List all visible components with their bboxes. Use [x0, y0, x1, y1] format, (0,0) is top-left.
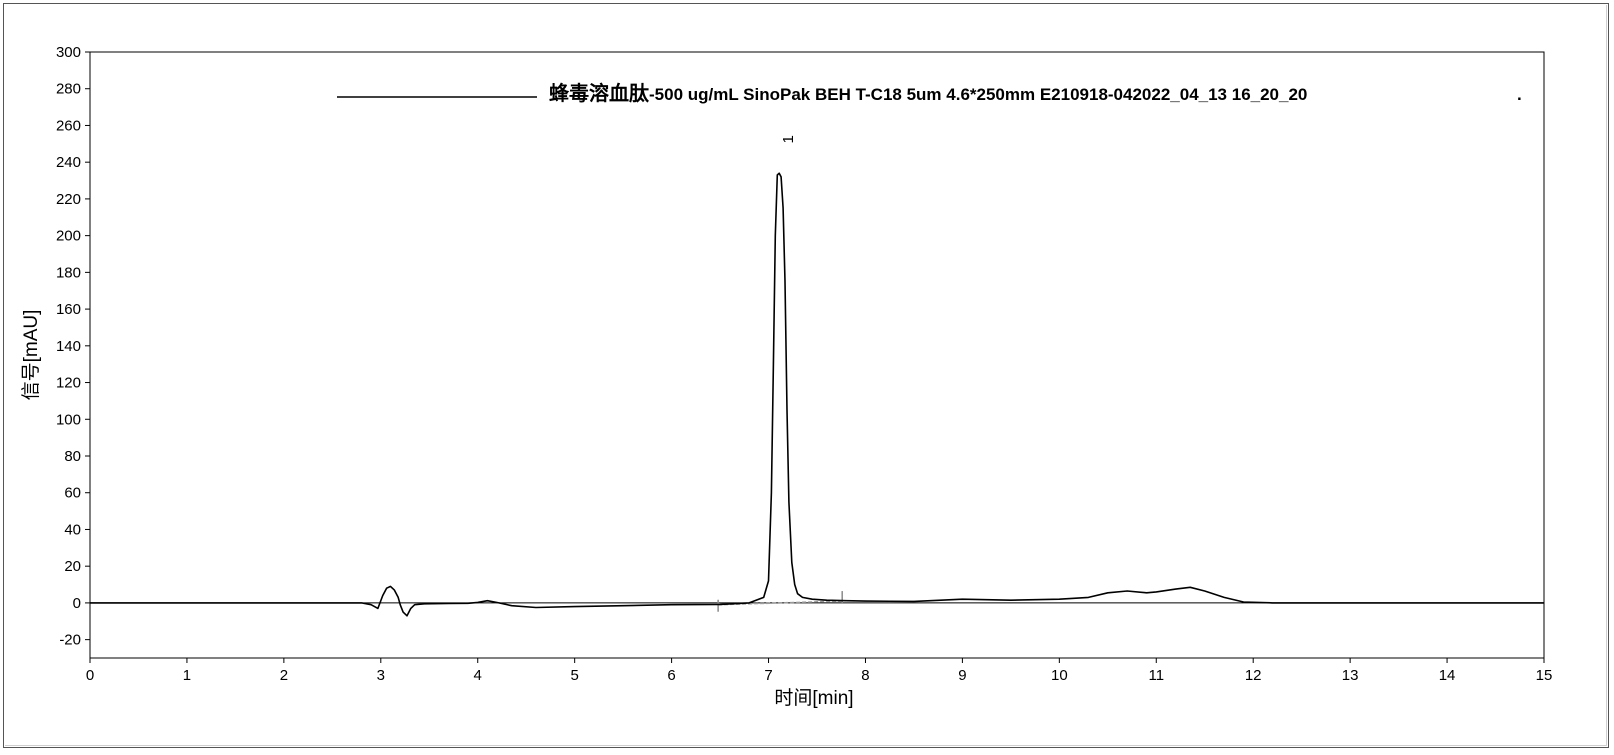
peak-labels: 1 — [780, 135, 797, 143]
y-tick-label: 120 — [56, 375, 81, 392]
x-axis-label: 时间[min] — [774, 687, 853, 709]
x-tick-label: 13 — [1342, 667, 1359, 684]
integration-baseline — [717, 591, 843, 612]
y-tick-label: -20 — [59, 632, 81, 649]
x-tick-label: 12 — [1245, 667, 1262, 684]
y-tick-label: 140 — [56, 338, 81, 355]
x-tick-label: 3 — [377, 667, 385, 684]
y-tick-label: 40 — [64, 521, 81, 538]
y-tick-label: 60 — [64, 485, 81, 502]
y-tick-label: 0 — [73, 595, 81, 612]
x-tick-label: 0 — [86, 667, 94, 684]
x-tick-label: 9 — [958, 667, 966, 684]
x-tick-label: 4 — [474, 667, 482, 684]
x-tick-label: 14 — [1439, 667, 1456, 684]
peak-label: 1 — [780, 135, 797, 143]
y-tick-label: 280 — [56, 81, 81, 98]
y-axis-label: 信号[mAU] — [20, 310, 42, 401]
x-tick-label: 10 — [1051, 667, 1068, 684]
x-tick-label: 15 — [1536, 667, 1553, 684]
chromatogram-chart: -200204060801001201401601802002202402602… — [20, 44, 1553, 709]
x-tick-label: 5 — [570, 667, 578, 684]
y-tick-label: 260 — [56, 117, 81, 134]
series-line — [90, 172, 1544, 617]
legend-entry: 蜂毒溶血肽-500 ug/mL SinoPak BEH T-C18 5um 4.… — [549, 81, 1307, 105]
x-axis-ticks: 0 1 2 3 4 5 6 7 8 9 10 11 12 13 14 15 — [86, 658, 1553, 684]
baseline-segment — [718, 600, 843, 606]
x-tick-label: 1 — [183, 667, 191, 684]
y-tick-label: 300 — [56, 44, 81, 61]
legend-title-rest: -500 ug/mL SinoPak BEH T-C18 5um 4.6*250… — [649, 85, 1307, 104]
y-tick-label: 220 — [56, 191, 81, 208]
x-tick-label: 2 — [280, 667, 288, 684]
y-tick-label: 100 — [56, 411, 81, 428]
y-tick-label: 80 — [64, 448, 81, 465]
x-tick-label: 7 — [764, 667, 772, 684]
y-tick-label: 240 — [56, 154, 81, 171]
x-tick-label: 8 — [861, 667, 869, 684]
legend-title-bold: 蜂毒溶血肽 — [549, 81, 650, 105]
plot-area — [89, 51, 1545, 659]
legend-trailing-mark: . — [1517, 85, 1522, 104]
y-tick-label: 200 — [56, 228, 81, 245]
x-tick-label: 6 — [667, 667, 675, 684]
x-tick-label: 11 — [1148, 667, 1164, 684]
y-axis-ticks: -20 0 20 40 60 80 100 120 140 160 180 200 220 240 260 2… — [56, 44, 90, 649]
y-tick-label: 20 — [64, 558, 81, 575]
chart-window: -20 0 20 40 60 80 100 120 140 160 180 200 220 240 260 2… — [3, 3, 1609, 748]
y-tick-label: 160 — [56, 301, 81, 318]
y-tick-label: 180 — [56, 264, 81, 281]
